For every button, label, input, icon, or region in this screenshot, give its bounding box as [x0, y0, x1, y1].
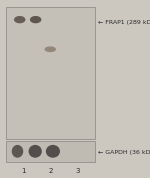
- Text: 3: 3: [75, 168, 80, 174]
- Bar: [6, 7, 94, 139]
- Ellipse shape: [30, 16, 41, 23]
- Ellipse shape: [28, 145, 42, 158]
- Text: ← FRAP1 (289 kDa): ← FRAP1 (289 kDa): [98, 20, 150, 25]
- Ellipse shape: [46, 145, 60, 158]
- Text: ← GAPDH (36 kDa): ← GAPDH (36 kDa): [98, 150, 150, 155]
- Bar: [6, 141, 94, 162]
- Ellipse shape: [12, 145, 23, 158]
- Text: 2: 2: [48, 168, 52, 174]
- Ellipse shape: [45, 46, 56, 52]
- Text: 1: 1: [21, 168, 26, 174]
- Ellipse shape: [14, 16, 26, 23]
